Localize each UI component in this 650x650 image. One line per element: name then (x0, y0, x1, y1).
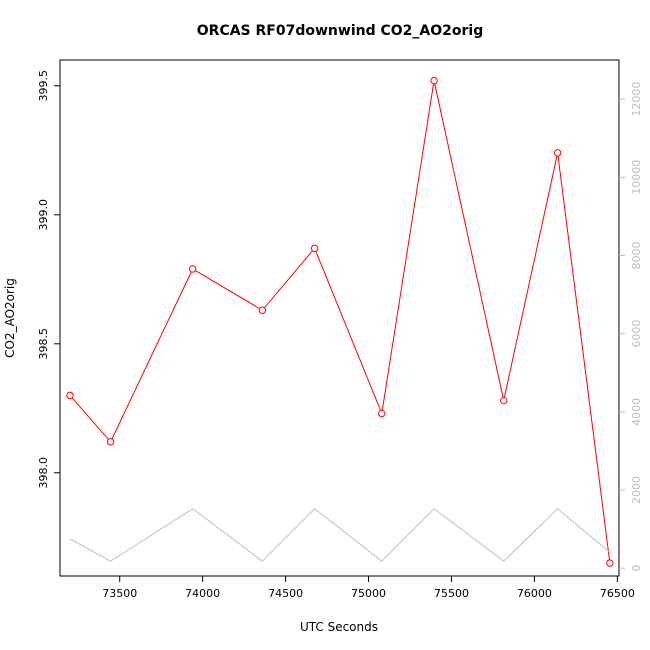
x-tick-label: 74000 (185, 587, 220, 600)
co2-data-point (606, 559, 614, 567)
y2-tick-label: 4000 (630, 398, 643, 426)
co2-series-line (69, 80, 611, 564)
y2-tick-label: 8000 (630, 241, 643, 269)
co2-data-point (258, 306, 267, 314)
co2-data-point (378, 409, 386, 418)
y2-tick-label: 10000 (630, 160, 643, 195)
x-tick-label: 76000 (517, 587, 552, 600)
x-tick-label: 75500 (434, 587, 469, 600)
co2-data-point (553, 149, 562, 157)
co2-data-point (310, 244, 319, 253)
y-tick-label: 398.5 (37, 328, 50, 360)
y2-tick-label: 2000 (630, 476, 643, 504)
x-tick-label: 75000 (351, 587, 386, 600)
co2-data-point (430, 76, 438, 85)
co2-data-point (189, 265, 197, 273)
co2-data-point (66, 391, 74, 400)
y-tick-label: 399.0 (37, 199, 50, 231)
y-tick-label: 398.0 (37, 457, 50, 489)
co2-data-point (106, 438, 115, 446)
y-axis-label: CO2_AO2orig (3, 278, 17, 358)
y2-tick-label: 6000 (630, 320, 643, 348)
y2-tick-label: 12000 (630, 82, 643, 117)
y-tick-label: 399.5 (37, 70, 50, 102)
co2-data-point (500, 396, 508, 405)
secondary-series-line (69, 508, 611, 562)
chart-marks: 73500 74000 74500 75000 75500 76000 76500 398.0… (37, 70, 643, 600)
chart-title: ORCAS RF07downwind CO2_AO2orig (197, 23, 483, 39)
x-tick-label: 76500 (600, 587, 635, 600)
x-tick-label: 73500 (102, 587, 137, 600)
x-axis-label: UTC Seconds (300, 620, 378, 634)
x-tick-label: 74500 (268, 587, 303, 600)
plot-frame (59, 59, 620, 577)
y2-tick-label: 0 (630, 565, 643, 572)
